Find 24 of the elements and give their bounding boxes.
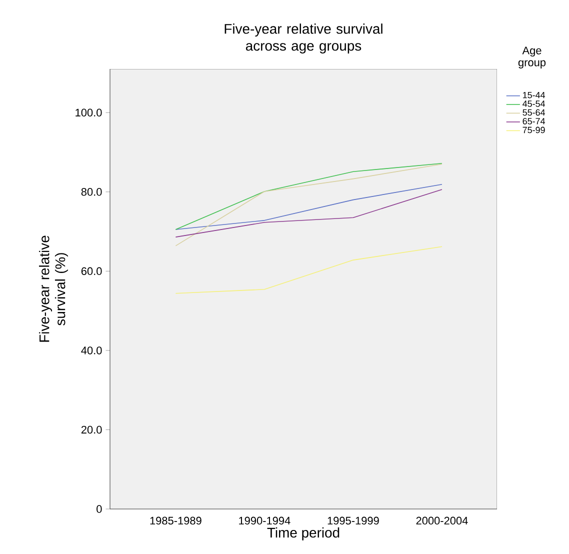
y-tick-label: 100.0 (76, 108, 102, 116)
legend-label: 55-64 (522, 109, 545, 116)
x-axis-title: Time period (267, 527, 340, 540)
line-series (175, 164, 442, 246)
line-series (175, 162, 442, 230)
y-tick-label: 0 (96, 505, 102, 513)
y-tick-label: 60.0 (81, 267, 102, 276)
x-tick-label: 1985-1989 (150, 516, 202, 525)
legend-label: 15-44 (523, 92, 545, 98)
legend-label: 45-54 (522, 100, 545, 107)
legend-title: Age group (518, 46, 546, 68)
y-tick-label: 40.0 (81, 346, 102, 354)
x-tick-label: 1990-1994 (239, 516, 290, 525)
y-tick-label: 80.0 (81, 188, 102, 196)
line-series (175, 246, 442, 294)
y-axis-title: Five-year relative survival (%) (39, 236, 68, 342)
chart-title: Five-year relative survival across age groups (224, 24, 382, 54)
line-series (175, 184, 442, 230)
legend-label: 65-74 (522, 118, 545, 124)
line-series (175, 189, 442, 238)
x-tick-label: 2000-2004 (416, 516, 468, 525)
x-tick-label: 1995-1999 (328, 516, 379, 525)
y-tick-label: 20.0 (81, 426, 102, 434)
legend-label: 75-99 (522, 126, 545, 134)
